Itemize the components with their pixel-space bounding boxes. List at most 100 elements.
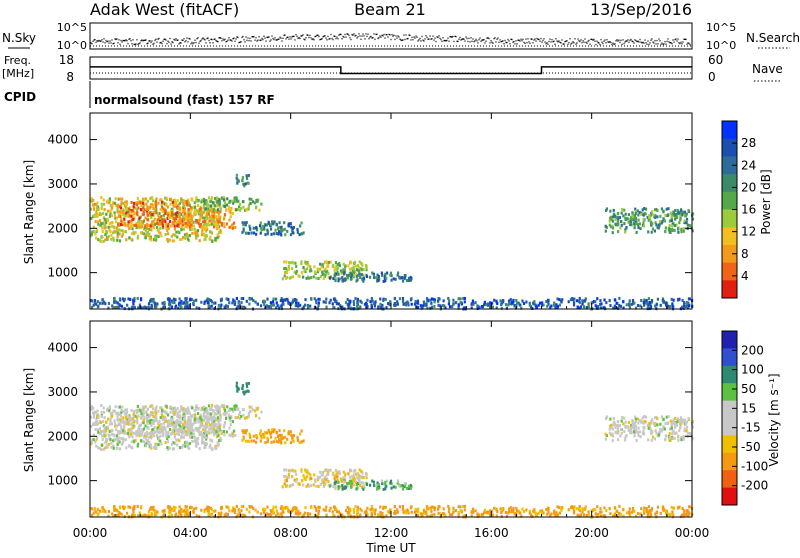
power-echo-cell <box>218 231 220 234</box>
power-echo-cell <box>195 213 197 216</box>
nsky-point <box>628 39 629 40</box>
power-echo-cell <box>163 301 165 304</box>
nsky-point <box>356 35 357 36</box>
nsky-point <box>550 38 551 39</box>
velocity-echo-cell <box>647 438 649 441</box>
velocity-echo-cell <box>260 512 262 515</box>
velocity-echo-cell <box>452 507 454 510</box>
velocity-echo-cell <box>167 422 169 425</box>
power-echo-cell <box>310 276 312 279</box>
nsky-point <box>486 41 487 42</box>
power-echo-cell <box>374 300 376 303</box>
nsky-point <box>500 39 501 40</box>
power-echo-cell <box>95 220 97 223</box>
power-echo-cell <box>133 224 135 227</box>
nsky-point <box>403 39 404 40</box>
power-echo-cell <box>334 279 336 282</box>
power-echo-cell <box>384 273 386 276</box>
velocity-echo-cell <box>175 425 177 428</box>
nsky-point <box>657 40 658 41</box>
velocity-echo-cell <box>169 411 171 414</box>
power-echo-cell <box>266 229 268 232</box>
velocity-echo-cell <box>147 439 149 442</box>
nsky-point <box>122 41 123 42</box>
power-echo-cell <box>188 219 190 222</box>
nsky-point <box>391 39 392 40</box>
power-echo-cell <box>109 215 111 218</box>
power-echo-cell <box>159 231 161 234</box>
velocity-echo-cell <box>633 430 635 433</box>
nsky-point <box>99 40 100 41</box>
velocity-echo-cell <box>258 417 260 420</box>
power-echo-cell <box>685 214 687 217</box>
nsky-point <box>158 38 159 39</box>
velocity-echo-cell <box>180 436 182 439</box>
velocity-echo-cell <box>168 505 170 508</box>
power-echo-cell <box>358 270 360 273</box>
nsky-point <box>157 41 158 42</box>
power-echo-cell <box>228 206 230 209</box>
power-echo-cell <box>385 298 387 301</box>
velocity-echo-cell <box>410 487 412 490</box>
velocity-echo-cell <box>95 428 97 431</box>
power-echo-cell <box>664 219 666 222</box>
power-ylabel: Slant Range [km] <box>22 160 36 264</box>
nsky-point <box>560 42 561 43</box>
nsky-point <box>169 42 170 43</box>
nsky-point <box>527 42 528 43</box>
nsky-point <box>96 42 97 43</box>
power-echo-cell <box>328 261 330 264</box>
nsky-point <box>647 44 648 45</box>
velocity-echo-cell <box>408 485 410 488</box>
nsky-point <box>494 38 495 39</box>
nsky-point <box>495 37 496 38</box>
power-echo-cell <box>680 230 682 233</box>
power-echo-cell <box>426 299 428 302</box>
nsky-point <box>276 39 277 40</box>
power-echo-cell <box>105 230 107 233</box>
nsky-point <box>597 41 598 42</box>
power-echo-cell <box>221 222 223 225</box>
nsky-point <box>117 38 118 39</box>
power-echo-cell <box>216 201 218 204</box>
nsky-point <box>132 43 133 44</box>
nsky-point <box>648 40 649 41</box>
nsky-point <box>600 44 601 45</box>
power-echo-cell <box>218 212 220 215</box>
velocity-echo-cell <box>182 431 184 434</box>
velocity-echo-cell <box>204 446 206 449</box>
nsky-point <box>475 40 476 41</box>
power-echo-cell <box>381 304 383 307</box>
power-echo-cell <box>620 305 622 308</box>
power-echo-cell <box>155 305 157 308</box>
nsky-point <box>468 41 469 42</box>
power-echo-cell <box>156 222 158 225</box>
nsky-point <box>545 41 546 42</box>
power-echo-cell <box>637 304 639 307</box>
nsky-point <box>119 39 120 40</box>
nsky-point <box>167 43 168 44</box>
nsky-point <box>452 37 453 38</box>
nsky-point <box>333 39 334 40</box>
velocity-echo-cell <box>296 436 298 439</box>
power-echo-cell <box>583 305 585 308</box>
nsky-point <box>499 42 500 43</box>
velocity-echo-cell <box>150 445 152 448</box>
power-echo-cell <box>360 262 362 265</box>
power-echo-cell <box>576 299 578 302</box>
nsky-point <box>262 38 263 39</box>
velocity-echo-cell <box>120 409 122 412</box>
velocity-echo-cell <box>96 437 98 440</box>
power-echo-cell <box>266 223 268 226</box>
nsky-point <box>474 41 475 42</box>
velocity-echo-cell <box>618 505 620 508</box>
velocity-echo-cell <box>255 434 257 437</box>
nsky-point <box>611 42 612 43</box>
power-echo-cell <box>152 220 154 223</box>
nsky-point <box>382 35 383 36</box>
power-echo-cell <box>125 238 127 241</box>
power-echo-cell <box>95 210 97 213</box>
velocity-echo-cell <box>315 485 317 488</box>
power-echo-cell <box>459 301 461 304</box>
velocity-echo-cell <box>174 433 176 436</box>
